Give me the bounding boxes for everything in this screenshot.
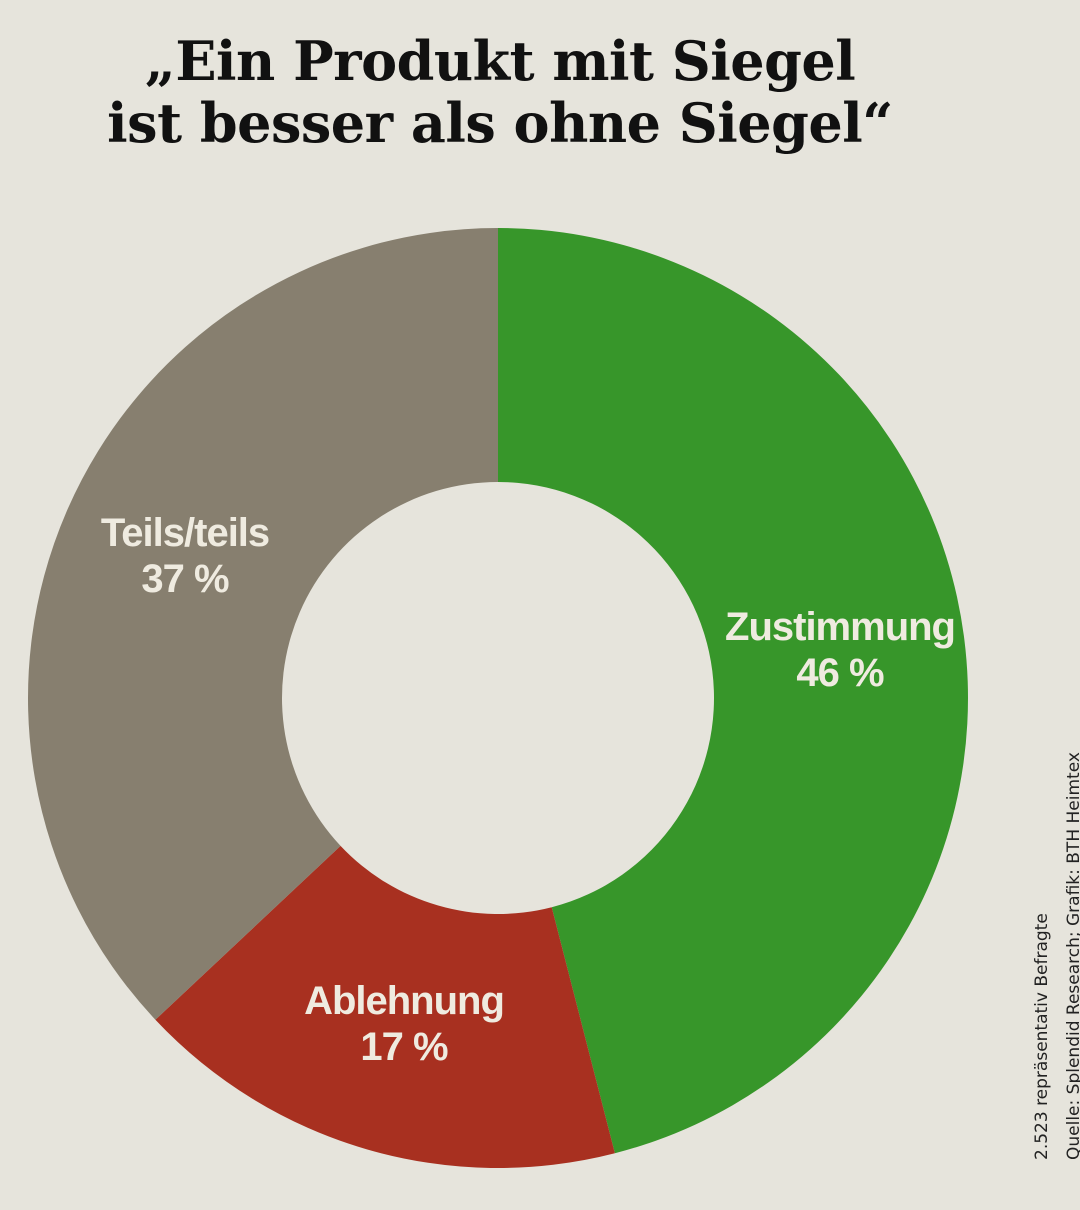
source-note: Quelle: Splendid Research; Grafik: BTH H… (1064, 752, 1080, 1160)
source-notes: 2.523 repräsentativ Befragte Quelle: Spl… (1026, 752, 1080, 1160)
title-line-2: ist besser als ohne Siegel“ (107, 91, 893, 155)
label-ablehnung: Ablehnung 17 % (304, 978, 505, 1070)
label-ablehnung-name: Ablehnung (304, 979, 505, 1023)
label-teils: Teils/teils 37 % (100, 510, 270, 602)
label-teils-name: Teils/teils (100, 511, 270, 555)
sample-note: 2.523 repräsentativ Befragte (1032, 913, 1052, 1160)
label-teils-value: 37 % (141, 557, 229, 601)
slice-zustimmung (498, 228, 969, 1154)
slice-teils-teils (28, 228, 499, 1020)
label-zustimmung-name: Zustimmung (725, 605, 956, 649)
label-zustimmung-value: 46 % (796, 651, 884, 695)
label-ablehnung-value: 17 % (360, 1025, 448, 1069)
chart-title: „Ein Produkt mit Siegel ist besser als o… (0, 30, 1000, 154)
slice-ablehnung (155, 845, 615, 1168)
title-line-1: „Ein Produkt mit Siegel (144, 29, 856, 93)
label-zustimmung: Zustimmung 46 % (725, 604, 956, 696)
